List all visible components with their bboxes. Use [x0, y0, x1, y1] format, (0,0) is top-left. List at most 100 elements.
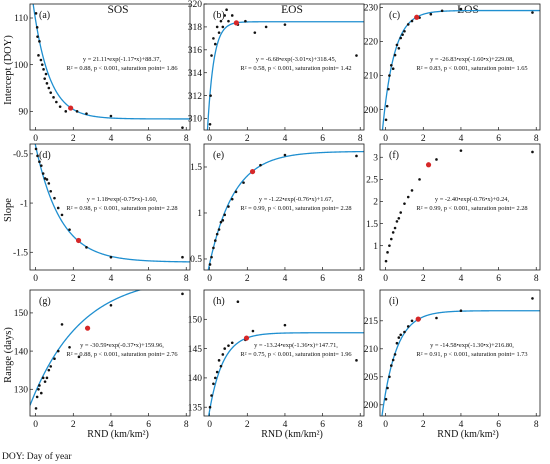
y-tick-label-b: 312	[188, 92, 203, 102]
data-point-c	[393, 53, 397, 57]
x-tick-label-g: 0	[33, 420, 38, 430]
data-point-a	[34, 12, 38, 15]
data-point-g	[53, 357, 56, 361]
x-tick-label-c: 4	[459, 134, 464, 144]
x-tick-label-c: 2	[421, 134, 426, 144]
equation-stats-f: R² = 0.99, p < 0.001, saturation point= …	[416, 205, 527, 212]
y-tick-label-i: 205	[364, 373, 379, 383]
data-point-f	[397, 216, 401, 220]
data-point-i	[397, 336, 401, 339]
data-point-a	[85, 112, 88, 115]
equation-d: y = 1.18•exp(-0.75•x)-1.60,	[87, 196, 158, 203]
x-axis-label-col3: RND (km/km²)	[437, 429, 499, 440]
equation-i: y = -14.58•exp(-1.30•x)+216.80,	[430, 342, 514, 349]
data-point-e	[227, 205, 230, 208]
data-point-h	[212, 382, 215, 386]
data-point-e	[215, 232, 219, 236]
x-tick-label-g: 8	[184, 420, 189, 430]
data-point-i	[403, 330, 406, 334]
data-point-i	[386, 386, 389, 390]
data-point-f	[403, 202, 406, 205]
data-point-c	[397, 46, 401, 50]
y-tick-label-a: 100	[14, 61, 29, 71]
y-tick-label-g: 140	[14, 347, 29, 357]
y-tick-label-c: 200	[364, 106, 379, 116]
fit-curve-i	[381, 310, 540, 416]
column-titles: SOS EOS LOS	[107, 4, 478, 16]
data-point-i	[391, 358, 395, 362]
panel-frame-e	[203, 143, 365, 271]
panel-frame-h	[203, 289, 365, 417]
y-tick-label-b: 320	[188, 0, 203, 10]
equation-c: y = -26.83•exp(-1.60•x)+229.08,	[430, 56, 514, 63]
data-point-c	[410, 19, 414, 23]
data-point-i	[459, 309, 463, 313]
panel-letter-e: (e)	[213, 150, 224, 161]
x-tick-label-i: 2	[421, 420, 426, 430]
x-tick-label-h: 4	[283, 420, 288, 430]
fit-curve-e	[207, 150, 364, 270]
x-tick-label-i: 6	[496, 420, 501, 430]
equation-stats-b: R² = 0.58, p < 0.001, saturation point= …	[240, 65, 351, 72]
data-point-b	[221, 25, 225, 29]
data-point-a	[47, 86, 51, 90]
data-point-g	[39, 391, 43, 395]
data-point-b	[223, 14, 227, 17]
data-point-c	[395, 43, 399, 47]
data-point-f	[388, 244, 391, 247]
y-tick-label-f: 2.5	[366, 176, 378, 186]
data-point-a	[52, 96, 55, 99]
x-tick-label-e: 4	[283, 274, 288, 284]
data-point-d	[41, 172, 45, 175]
data-point-b	[264, 25, 268, 29]
x-tick-label-a: 0	[33, 134, 38, 144]
data-point-h	[230, 341, 234, 345]
data-point-c	[401, 33, 404, 36]
data-point-b	[355, 54, 358, 57]
data-point-i	[388, 375, 391, 379]
panel-d: 0 2 4 6 8 -0.5 -1 -1.5 (d) y = 1.18•exp(-0.75•x)-…	[13, 143, 191, 284]
data-point-c	[531, 11, 534, 14]
panel-frame-g	[29, 289, 191, 417]
y-tick-label-a: 110	[14, 14, 28, 24]
data-point-a	[36, 35, 39, 38]
y-tick-label-b: 318	[188, 23, 203, 33]
y-tick-label-d: -0.5	[13, 150, 28, 160]
data-point-a	[39, 58, 43, 62]
data-point-h	[236, 300, 240, 304]
y-tick-label-e: 0.5	[190, 255, 202, 265]
data-point-f	[435, 158, 438, 161]
panel-frame-a	[29, 3, 191, 131]
data-point-i	[393, 353, 397, 356]
saturation-point-c	[414, 14, 420, 20]
data-point-g	[34, 407, 38, 410]
equation-stats-g: R² = 0.88, p < 0.001, saturation point= …	[66, 351, 177, 358]
x-tick-label-h: 6	[320, 420, 325, 430]
y-tick-label-h: 145	[188, 345, 203, 355]
panel-letter-f: (f)	[389, 150, 399, 161]
data-point-b	[215, 25, 219, 29]
data-point-h	[210, 394, 213, 397]
data-point-i	[384, 397, 388, 401]
data-point-g	[43, 380, 47, 383]
data-point-b	[244, 19, 247, 23]
y-tick-label-b: 316	[188, 46, 203, 56]
data-point-b	[209, 94, 212, 97]
x-tick-label-a: 4	[109, 134, 114, 144]
data-point-f	[418, 178, 421, 181]
data-point-c	[406, 23, 410, 26]
data-point-a	[35, 26, 39, 29]
data-point-f	[391, 231, 395, 234]
data-point-i	[406, 325, 410, 328]
data-point-d	[36, 154, 39, 158]
data-point-g	[45, 376, 49, 380]
data-point-e	[212, 246, 215, 250]
data-point-f	[406, 195, 410, 199]
data-point-e	[208, 263, 212, 266]
data-point-h	[217, 359, 221, 362]
data-point-c	[391, 67, 395, 71]
fit-curve-b	[206, 21, 364, 130]
data-point-i	[395, 341, 399, 345]
data-point-e	[283, 153, 287, 157]
data-point-c	[387, 87, 390, 91]
